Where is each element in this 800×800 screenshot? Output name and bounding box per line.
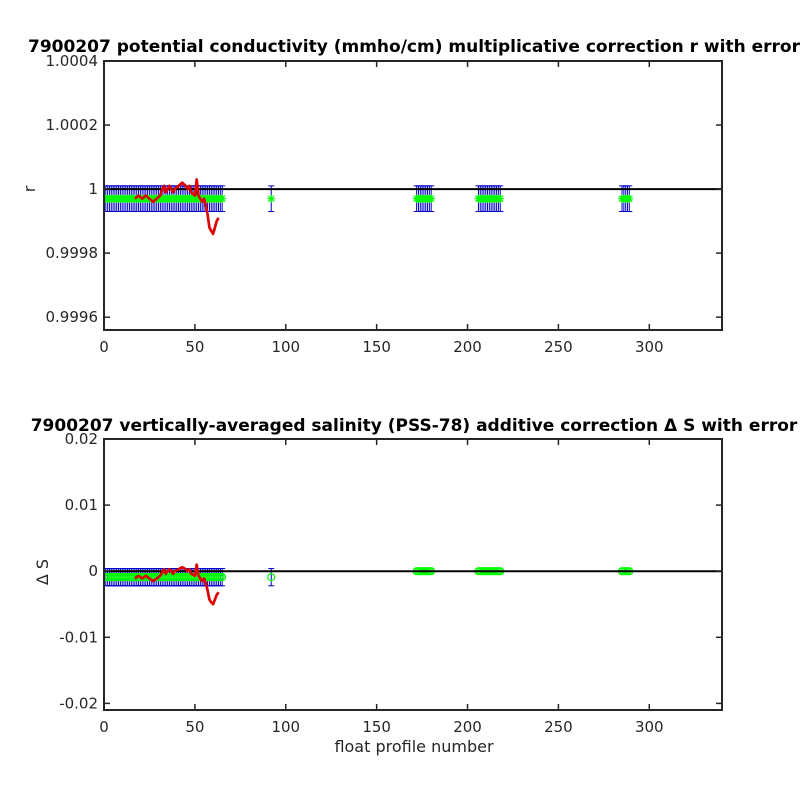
data-point	[218, 573, 227, 582]
x-axis-label: float profile number	[334, 737, 494, 756]
plot-area	[104, 178, 634, 236]
conductivity-correction-panel: 7900207 potential conductivity (mmho/cm)…	[20, 37, 800, 356]
data-point	[267, 194, 276, 203]
series-line-overlay	[134, 563, 220, 606]
data-point	[267, 573, 276, 582]
x-tick-label: 0	[99, 718, 109, 736]
x-tick-label: 150	[362, 338, 391, 356]
series-line-overlay	[134, 178, 220, 236]
data-point	[218, 194, 227, 203]
x-tick-label: 150	[362, 718, 391, 736]
y-tick-label: 1	[88, 180, 98, 198]
axes-box	[103, 438, 723, 711]
y-tick-label: 0.9996	[46, 308, 99, 326]
x-tick-label: 250	[544, 338, 573, 356]
y-tick-label: -0.02	[59, 694, 98, 712]
y-axis-label: Δ S	[33, 559, 52, 585]
y-tick-label: 0.02	[65, 430, 98, 448]
x-tick-label: 100	[271, 338, 300, 356]
x-tick-label: 50	[185, 718, 204, 736]
y-axis-label: r	[20, 185, 39, 192]
data-point	[427, 194, 436, 203]
y-tick-label: 0.9998	[46, 244, 99, 262]
chart-title: 7900207 vertically-averaged salinity (PS…	[31, 416, 798, 436]
y-tick-label: 0.01	[65, 496, 98, 514]
x-tick-label: 0	[99, 338, 109, 356]
chart-title: 7900207 potential conductivity (mmho/cm)…	[28, 37, 800, 57]
x-tick-label: 300	[635, 718, 664, 736]
series-0	[104, 185, 634, 213]
x-tick-label: 250	[544, 718, 573, 736]
x-tick-label: 200	[453, 718, 482, 736]
salinity-correction-panel: 7900207 vertically-averaged salinity (PS…	[31, 416, 798, 756]
x-tick-label: 50	[185, 338, 204, 356]
axes-box	[103, 60, 723, 331]
x-tick-label: 300	[635, 338, 664, 356]
y-tick-label: 1.0004	[46, 52, 99, 70]
y-tick-label: -0.01	[59, 628, 98, 646]
data-point	[496, 194, 505, 203]
x-tick-label: 100	[271, 718, 300, 736]
data-point	[625, 194, 634, 203]
y-tick-label: 1.0002	[46, 116, 99, 134]
x-tick-label: 200	[453, 338, 482, 356]
y-tick-label: 0	[88, 562, 98, 580]
